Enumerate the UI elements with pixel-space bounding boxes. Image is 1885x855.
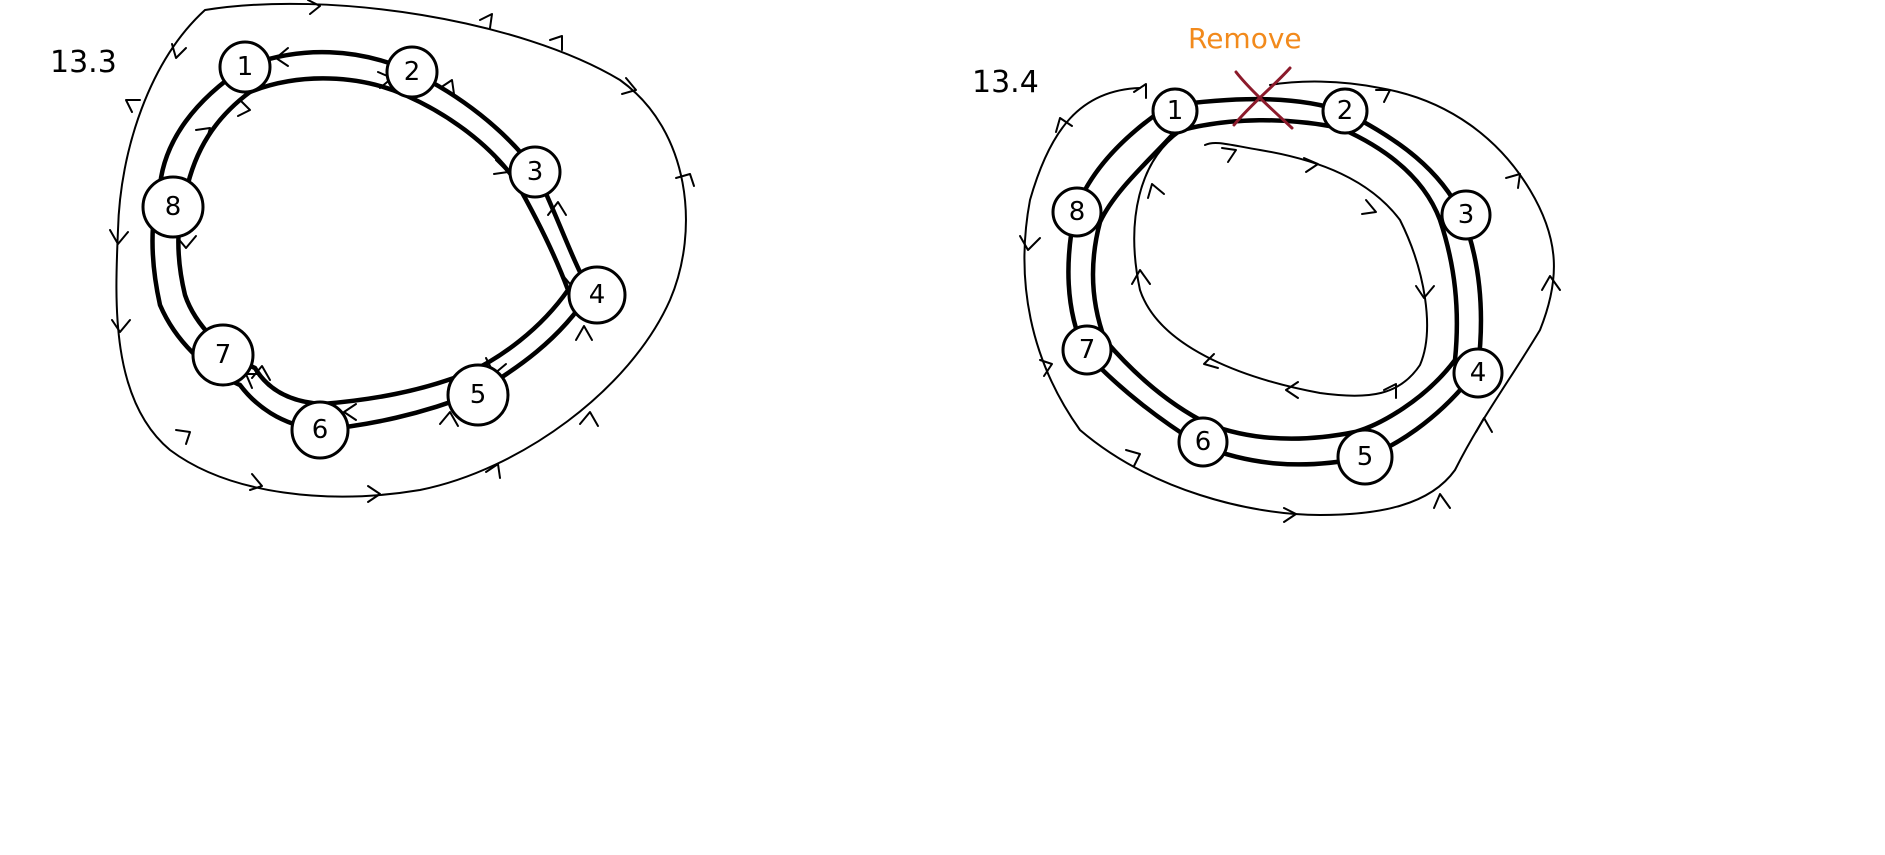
inner-loop-arrow <box>1361 199 1377 215</box>
cycle-arrow <box>195 127 211 143</box>
outer-loop-arrow <box>111 319 131 333</box>
inner-loop-arrow <box>1131 269 1151 285</box>
outer-loop-arrow <box>1283 507 1297 523</box>
outer-loop-arrow <box>1433 493 1451 509</box>
cycle-inner-strand <box>176 76 571 407</box>
node: 6 <box>290 400 350 460</box>
node: 7 <box>1061 324 1113 376</box>
outer-loop-arrow <box>549 35 563 51</box>
outer-loop-arrow <box>1019 235 1041 251</box>
cycle-arrow <box>343 403 357 421</box>
outer-loop-arrow <box>109 229 129 245</box>
node-label: 8 <box>1069 197 1086 227</box>
node: 1 <box>1151 87 1199 135</box>
cycle-arrow <box>439 411 459 427</box>
node: 4 <box>567 265 627 325</box>
outer-loop-arrow <box>1375 89 1391 103</box>
inner-loop <box>1133 131 1429 397</box>
node: 3 <box>1440 189 1492 241</box>
outer-loop-arrow <box>125 99 141 113</box>
outer-loop <box>115 2 687 498</box>
cycle-arrow <box>175 235 197 249</box>
remove-annotation: Remove <box>1188 22 1302 55</box>
node-label: 3 <box>527 157 544 187</box>
remove-cross-icon <box>1232 66 1294 130</box>
node: 2 <box>385 45 439 99</box>
cycle-arrow <box>237 99 251 117</box>
outer-loop-arrow <box>249 473 263 491</box>
outer-loop-arrow <box>367 485 381 503</box>
node-label: 2 <box>404 57 421 87</box>
cycle-arrow <box>439 79 455 95</box>
node-label: 4 <box>1470 358 1487 388</box>
figure-label: 13.3 <box>50 45 117 80</box>
outer-loop-arrow <box>307 0 321 15</box>
node-label: 1 <box>237 52 254 82</box>
outer-loop-arrow <box>1133 83 1147 99</box>
node: 5 <box>1336 428 1394 486</box>
node-label: 3 <box>1458 200 1475 230</box>
node: 8 <box>1051 186 1103 238</box>
outer-loop-arrow <box>171 43 187 59</box>
cycle-arrow <box>547 201 567 216</box>
outer-loop-arrow <box>621 77 637 95</box>
outer-loop <box>1023 80 1555 516</box>
node: 7 <box>191 323 255 387</box>
outer-loop-arrow <box>1039 359 1053 377</box>
outer-loop-arrow <box>1541 275 1561 291</box>
outer-loop-arrow <box>1475 417 1493 433</box>
node: 8 <box>141 175 205 239</box>
outer-loop-arrow <box>479 13 493 29</box>
node-label: 8 <box>165 192 182 222</box>
figure-label: 13.4 <box>972 65 1039 100</box>
node: 1 <box>218 40 272 94</box>
node-label: 6 <box>1195 427 1212 457</box>
inner-loop-arrow <box>1147 183 1165 199</box>
inner-loop-arrow <box>1303 157 1319 173</box>
inner-loop-arrow <box>1203 353 1219 369</box>
node-label: 1 <box>1167 96 1184 126</box>
node: 6 <box>1177 416 1229 468</box>
cycle-arrow <box>275 47 289 67</box>
inner-loop-arrow <box>1415 285 1435 299</box>
node-label: 4 <box>589 280 606 310</box>
node-label: 5 <box>1357 442 1374 472</box>
node-label: 6 <box>312 415 329 445</box>
node-label: 5 <box>470 380 487 410</box>
outer-loop-arrow <box>485 463 501 479</box>
cycle-arrow <box>575 325 593 341</box>
node-label: 7 <box>1079 335 1096 365</box>
inner-loop-arrow <box>1221 147 1237 163</box>
figure-13-3: 13.3 <box>50 0 695 503</box>
outer-loop-arrow <box>1125 449 1141 467</box>
node-label: 2 <box>1337 96 1354 126</box>
outer-loop-arrow <box>675 173 695 187</box>
node: 4 <box>1452 347 1504 399</box>
node-label: 7 <box>215 340 232 370</box>
cycle-outer-strand <box>1066 96 1484 467</box>
figure-13-4: 13.4 Remove <box>972 22 1561 523</box>
inner-loop-arrow <box>1383 383 1397 399</box>
node: 2 <box>1321 87 1369 135</box>
outer-loop-arrow <box>1055 117 1073 133</box>
outer-loop-arrow <box>579 411 599 427</box>
outer-loop-arrow <box>175 429 191 445</box>
cycle-outer-strand <box>150 49 593 433</box>
inner-loop-arrow <box>1285 381 1299 399</box>
outer-loop-arrow <box>1505 173 1521 189</box>
cycle-arrow <box>493 159 509 175</box>
node: 5 <box>446 363 510 427</box>
node: 3 <box>508 145 562 199</box>
